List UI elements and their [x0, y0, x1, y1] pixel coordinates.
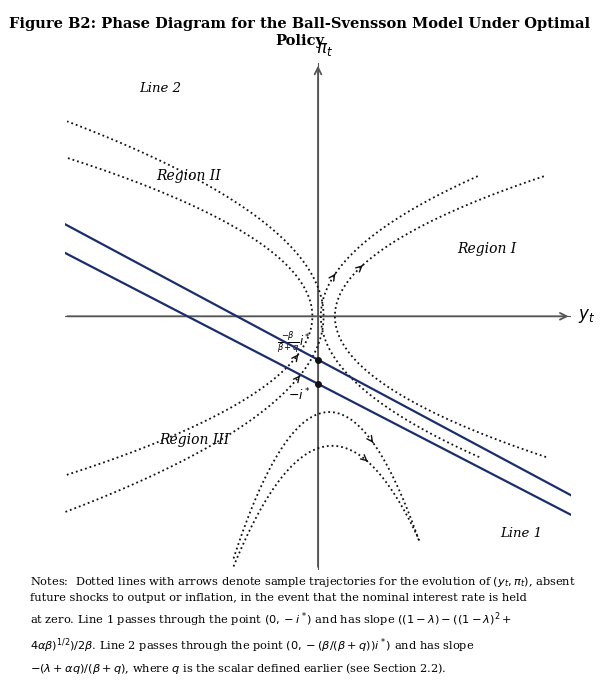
Text: Notes:  Dotted lines with arrows denote sample trajectories for the evolution of: Notes: Dotted lines with arrows denote s…	[30, 575, 576, 676]
Text: Line 2: Line 2	[139, 82, 181, 95]
Text: Region III: Region III	[159, 433, 229, 447]
Text: Region II: Region II	[156, 168, 221, 182]
Text: $\pi_t$: $\pi_t$	[316, 41, 333, 59]
Text: Figure B2: Phase Diagram for the Ball-Svensson Model Under Optimal: Figure B2: Phase Diagram for the Ball-Sv…	[10, 17, 590, 31]
Text: $\frac{-\beta}{\beta+q}i^*$: $\frac{-\beta}{\beta+q}i^*$	[277, 329, 311, 355]
Text: $y_t$: $y_t$	[578, 308, 595, 325]
Text: Policy: Policy	[275, 34, 325, 48]
Text: $-i^*$: $-i^*$	[289, 387, 311, 403]
Text: Line 1: Line 1	[500, 526, 542, 540]
Text: Region I: Region I	[457, 242, 517, 256]
